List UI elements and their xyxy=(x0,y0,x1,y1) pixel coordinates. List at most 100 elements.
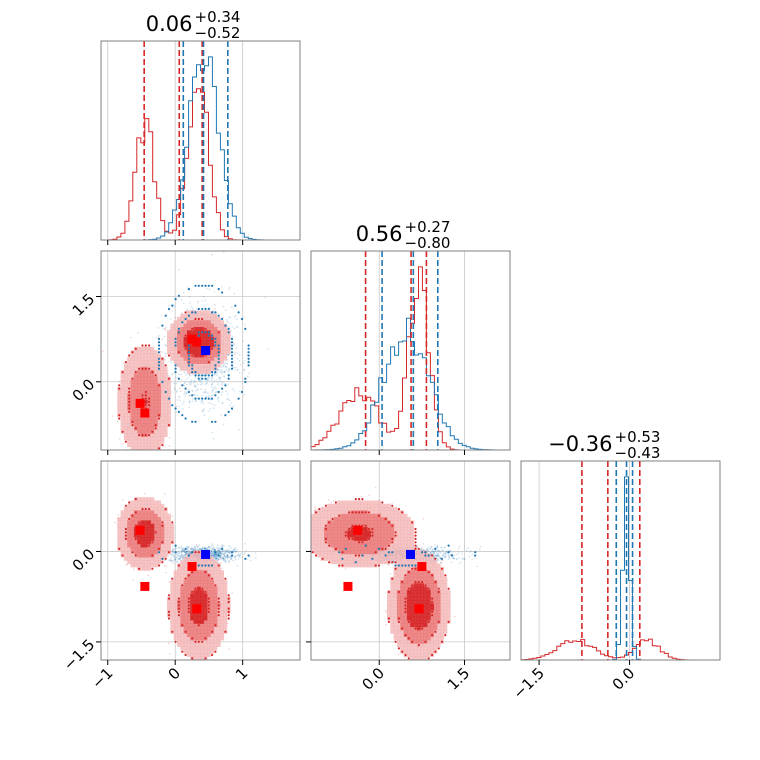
sample-point xyxy=(198,543,200,546)
sample-point xyxy=(234,550,237,553)
sample-point xyxy=(210,550,213,553)
sample-point xyxy=(216,551,219,554)
frame-1-1 xyxy=(310,250,511,451)
sample-point xyxy=(174,546,177,548)
sample-point xyxy=(234,548,236,550)
sample-point xyxy=(234,351,236,354)
sample-point xyxy=(213,554,215,557)
sample-point xyxy=(183,554,186,557)
sample-point xyxy=(164,328,166,330)
sample-point xyxy=(215,555,217,557)
sample-point xyxy=(183,549,185,552)
sample-point xyxy=(292,535,294,537)
sample-point xyxy=(410,662,412,664)
sample-point xyxy=(204,383,207,386)
sample-point xyxy=(215,387,217,390)
sample-point xyxy=(217,559,219,561)
sample-point xyxy=(201,546,204,548)
sample-point xyxy=(174,559,176,562)
sample-point xyxy=(234,557,237,559)
sample-point xyxy=(215,554,217,556)
sample-point xyxy=(213,555,215,557)
sample-point xyxy=(220,552,223,555)
contour-blue-1 xyxy=(174,307,234,400)
sample-point xyxy=(219,555,221,557)
sample-point xyxy=(219,556,222,558)
sample-point xyxy=(217,400,220,403)
sample-point xyxy=(168,559,170,562)
sample-point xyxy=(385,623,387,626)
sample-point xyxy=(203,547,206,549)
sample-point xyxy=(222,381,225,384)
sample-point xyxy=(228,325,230,328)
sample-point xyxy=(193,380,195,383)
hist-blue-2 xyxy=(521,476,720,660)
sample-point xyxy=(178,554,180,557)
sample-point xyxy=(211,552,213,554)
sample-point xyxy=(217,561,219,564)
sample-point xyxy=(198,547,201,549)
sample-point xyxy=(207,402,210,404)
sample-point xyxy=(201,547,203,549)
sample-point xyxy=(210,553,213,555)
sample-point xyxy=(175,556,178,559)
sample-point xyxy=(195,390,197,392)
sample-point xyxy=(194,393,196,396)
sample-point xyxy=(213,373,216,376)
sample-point xyxy=(183,400,185,403)
sample-point xyxy=(238,555,241,557)
sample-point xyxy=(222,558,225,560)
sample-point xyxy=(211,253,213,256)
sample-point xyxy=(182,550,185,552)
sample-point xyxy=(171,372,174,375)
sample-point xyxy=(233,556,235,558)
sample-point xyxy=(170,553,172,556)
sample-point xyxy=(199,374,202,377)
sample-point xyxy=(163,564,166,567)
sample-point xyxy=(195,385,197,388)
sample-point xyxy=(315,508,317,511)
sample-point xyxy=(226,550,229,553)
sample-point xyxy=(180,298,183,301)
marker-red-1 xyxy=(140,408,150,418)
sample-point xyxy=(368,494,371,496)
sample-point xyxy=(176,561,178,563)
sample-point xyxy=(425,663,427,665)
sample-point xyxy=(179,399,181,402)
sample-point xyxy=(233,292,236,295)
sample-point xyxy=(171,559,174,561)
sample-point xyxy=(243,553,245,556)
sample-point xyxy=(243,316,245,319)
sample-point xyxy=(208,546,211,548)
sample-point xyxy=(184,550,187,553)
sample-point xyxy=(188,373,191,376)
sample-point xyxy=(212,547,214,550)
sample-point xyxy=(245,549,247,552)
sample-point xyxy=(178,557,181,560)
sample-point xyxy=(425,548,428,550)
sample-point xyxy=(161,338,164,340)
sample-point xyxy=(226,393,229,395)
sample-point xyxy=(164,355,167,358)
sample-point xyxy=(194,548,197,550)
sample-point xyxy=(172,548,174,551)
marker-red-0 xyxy=(135,398,145,408)
sample-point xyxy=(171,361,173,364)
sample-point xyxy=(175,376,177,379)
sample-point xyxy=(208,545,210,548)
sample-point xyxy=(211,403,214,406)
sample-point xyxy=(188,295,191,298)
sample-point xyxy=(235,548,238,551)
sample-point xyxy=(211,379,213,381)
sample-point xyxy=(195,400,197,402)
sample-point xyxy=(437,552,440,554)
panel-1-0 xyxy=(100,250,301,451)
sample-point xyxy=(224,555,226,558)
sample-point xyxy=(226,320,228,323)
sample-point xyxy=(189,301,192,304)
sample-point xyxy=(189,547,191,550)
sample-point xyxy=(184,381,186,384)
sample-point xyxy=(225,390,227,393)
sample-point xyxy=(212,381,214,384)
sample-point xyxy=(211,551,214,554)
